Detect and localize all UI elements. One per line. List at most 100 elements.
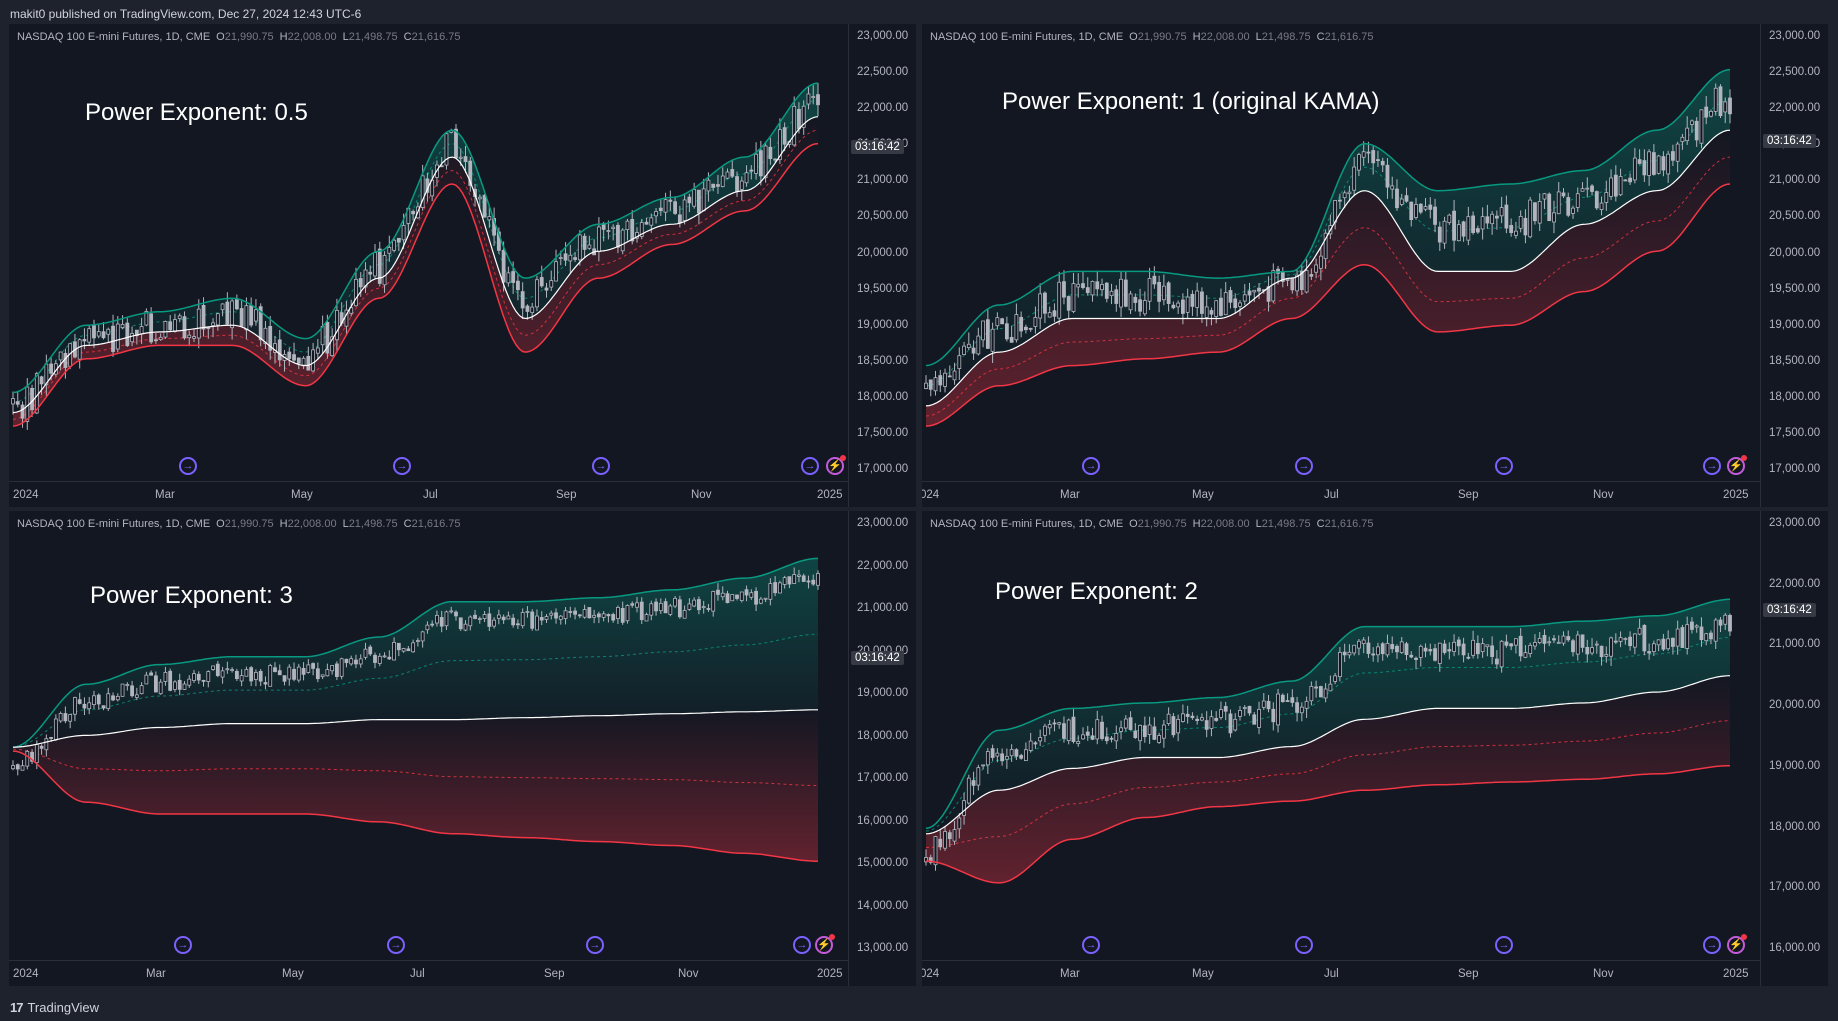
arrow-event-icon[interactable]: → xyxy=(592,457,610,475)
chart-panel-br[interactable]: NASDAQ 100 E-mini Futures, 1D, CME O21,99… xyxy=(922,511,1828,986)
candle-body xyxy=(1299,270,1304,291)
candle-body xyxy=(1342,651,1347,656)
candle-body xyxy=(568,611,573,613)
chart-panel-tr[interactable]: NASDAQ 100 E-mini Futures, 1D, CME O21,99… xyxy=(922,24,1828,507)
arrow-event-icon[interactable]: → xyxy=(1495,936,1513,954)
arrow-event-icon[interactable]: → xyxy=(179,457,197,475)
plot-area[interactable] xyxy=(922,24,1760,481)
flash-event-icon[interactable]: ⚡ xyxy=(1727,455,1747,475)
candle-body xyxy=(1038,293,1043,319)
lower-band-fill xyxy=(13,116,818,427)
upper-band-fill xyxy=(13,83,818,413)
candle-body xyxy=(1709,110,1713,117)
arrow-event-icon[interactable]: → xyxy=(1703,457,1721,475)
candle-body xyxy=(1499,207,1504,217)
candle-body xyxy=(1247,290,1252,296)
time-tick-label: Sep xyxy=(1458,489,1479,501)
lower-band-line xyxy=(925,764,1730,884)
candle-body xyxy=(1376,159,1380,161)
candle-body xyxy=(282,675,287,682)
arrow-event-icon[interactable]: → xyxy=(1495,457,1513,475)
candle-body xyxy=(668,199,673,202)
candle-body xyxy=(673,201,678,214)
candle-body xyxy=(1552,212,1556,223)
candle-body xyxy=(344,658,349,664)
arrow-event-icon[interactable]: → xyxy=(1295,936,1313,954)
price-axis[interactable]: 23,000.0022,500.0022,000.0021,500.0021,0… xyxy=(848,24,916,507)
candle-body xyxy=(943,831,947,849)
chart-panel-tl[interactable]: NASDAQ 100 E-mini Futures, 1D, CME O21,99… xyxy=(9,24,916,507)
arrow-event-icon[interactable]: → xyxy=(387,936,405,954)
candle-body xyxy=(1314,264,1319,273)
candle-body xyxy=(1014,314,1019,341)
price-axis[interactable]: 23,000.0022,000.0021,000.0020,000.0019,0… xyxy=(848,511,916,986)
candle-body xyxy=(957,817,962,830)
candle-body xyxy=(1537,637,1542,644)
candle-body xyxy=(387,656,392,660)
time-axis[interactable]: 2024 Mar May Jul Sep Nov 2025 xyxy=(9,960,848,986)
close-value: 21,616.75 xyxy=(411,31,461,43)
plot-area[interactable] xyxy=(9,24,848,481)
arrow-event-icon[interactable]: → xyxy=(801,457,819,475)
candle-body xyxy=(511,617,516,626)
candle-body xyxy=(411,642,416,653)
arrow-event-icon[interactable]: → xyxy=(586,936,604,954)
arrow-event-icon[interactable]: → xyxy=(793,936,811,954)
time-axis[interactable]: 024 Mar May Jul Sep Nov 2025 xyxy=(922,481,1760,507)
plot-area[interactable] xyxy=(9,511,848,960)
time-tick-label: May xyxy=(291,489,313,501)
candle-body xyxy=(1390,644,1395,650)
arrow-event-icon[interactable]: → xyxy=(1703,936,1721,954)
price-tick-label: 17,000.00 xyxy=(857,463,909,475)
candle-body xyxy=(1566,636,1571,641)
candle-body xyxy=(1485,216,1490,224)
candle-body xyxy=(296,357,301,364)
arrow-event-icon[interactable]: → xyxy=(1082,457,1100,475)
price-tick-label: 19,000.00 xyxy=(1769,318,1821,331)
candle-body xyxy=(711,183,716,188)
candle-body xyxy=(182,316,187,339)
candle-body xyxy=(1380,643,1385,655)
high-value: 22,008.00 xyxy=(287,518,337,530)
lower-band-fill xyxy=(13,709,818,862)
candle-body xyxy=(1190,293,1195,307)
plot-area[interactable] xyxy=(922,511,1760,960)
arrow-event-icon[interactable]: → xyxy=(174,936,192,954)
candle-body xyxy=(516,623,520,626)
candle-body xyxy=(315,668,320,680)
candle-body xyxy=(816,573,820,586)
time-axis[interactable]: 2024 Mar May Jul Sep Nov 2025 xyxy=(9,481,848,507)
price-tick-label: 17,000.00 xyxy=(857,772,909,784)
candle-body xyxy=(739,591,744,601)
candle-body xyxy=(1480,216,1485,230)
arrow-event-icon[interactable]: → xyxy=(1082,936,1100,954)
price-tick-label: 22,000.00 xyxy=(857,559,909,572)
flash-event-icon[interactable]: ⚡ xyxy=(826,455,846,475)
arrow-event-icon[interactable]: → xyxy=(1295,457,1313,475)
candle-body xyxy=(606,614,611,617)
upper-inner-band xyxy=(12,99,819,404)
time-tick-label: 2025 xyxy=(817,489,843,501)
candle-body xyxy=(1418,203,1423,213)
candle-body xyxy=(1195,718,1200,721)
candle-body xyxy=(577,614,582,617)
candle-body xyxy=(177,315,182,319)
candle-body xyxy=(1361,639,1366,645)
flash-event-icon[interactable]: ⚡ xyxy=(815,934,835,954)
time-tick-label: Sep xyxy=(544,968,565,980)
arrow-event-icon[interactable]: → xyxy=(393,457,411,475)
flash-event-icon[interactable]: ⚡ xyxy=(1727,934,1747,954)
time-axis[interactable]: 024 Mar May Jul Sep Nov 2025 xyxy=(922,960,1760,986)
candle-body xyxy=(1057,722,1062,725)
price-axis[interactable]: 23,000.0022,500.0022,000.0021,500.0021,0… xyxy=(1760,24,1828,507)
candle-body xyxy=(716,184,720,187)
tradingview-logo[interactable]: 17 TradingView xyxy=(10,1000,99,1015)
chart-panel-bl[interactable]: NASDAQ 100 E-mini Futures, 1D, CME O21,99… xyxy=(9,511,916,986)
candle-body xyxy=(563,610,568,619)
candle-body xyxy=(1718,86,1723,117)
candle-body xyxy=(928,379,933,390)
kama-line xyxy=(925,675,1731,835)
candle-body xyxy=(938,375,943,386)
candle-body xyxy=(692,599,697,607)
